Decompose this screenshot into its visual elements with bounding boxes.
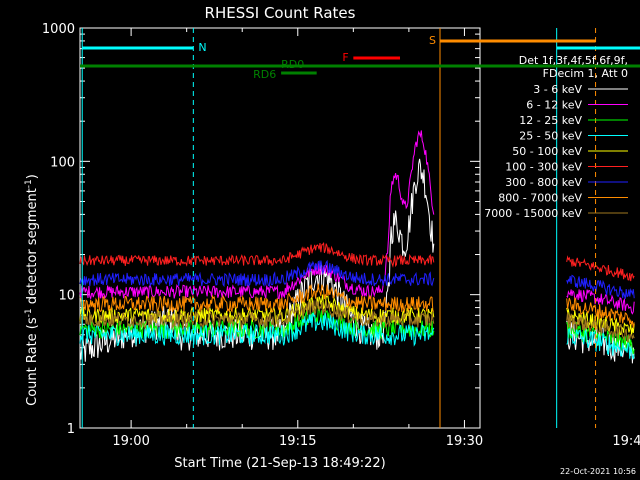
series-line bbox=[79, 130, 635, 315]
plot-frame bbox=[79, 27, 481, 429]
legend-entry-label: 300 - 800 keV bbox=[505, 176, 582, 189]
generation-timestamp: 22-Oct-2021 10:56 bbox=[560, 467, 636, 476]
series-line bbox=[79, 299, 635, 343]
x-tick-label: 19:30 bbox=[446, 434, 483, 449]
flag-label: RD6 bbox=[253, 68, 276, 81]
legend-entry-label: 6 - 12 keV bbox=[526, 99, 582, 112]
legend-entry-label: 3 - 6 keV bbox=[533, 83, 582, 96]
series-line bbox=[79, 312, 635, 360]
y-tick-label: 100 bbox=[50, 155, 75, 170]
legend-entry-label: 100 - 300 keV bbox=[505, 161, 582, 174]
series-line bbox=[79, 259, 635, 299]
chart-title: RHESSI Count Rates bbox=[205, 4, 356, 22]
y-axis-label: Count Rate (s-1 detector segment-1) bbox=[24, 174, 40, 406]
legend-entry-label: 50 - 100 keV bbox=[512, 145, 582, 158]
x-tick-label: 19:00 bbox=[112, 434, 149, 449]
series-line bbox=[79, 283, 635, 328]
legend-entry-label: 7000 - 15000 keV bbox=[484, 207, 582, 220]
series-line bbox=[79, 242, 635, 282]
legend-header: Det 1f,3f,4f,5f,6f,9f, bbox=[519, 54, 628, 67]
legend-entry-label: 800 - 7000 keV bbox=[498, 192, 582, 205]
legend-entry-label: 25 - 50 keV bbox=[519, 130, 582, 143]
flag-label: F bbox=[342, 51, 348, 64]
y-tick-label: 1 bbox=[67, 422, 75, 437]
flag-label: N bbox=[198, 41, 206, 54]
y-tick-label: 1000 bbox=[42, 22, 75, 37]
legend-header: FDecim 1, Att 0 bbox=[543, 67, 628, 80]
series-line bbox=[79, 294, 635, 336]
legend-entry-label: 12 - 25 keV bbox=[519, 114, 582, 127]
x-tick-label: 19:45 bbox=[612, 434, 640, 449]
flag-label: RD0 bbox=[281, 58, 304, 71]
x-tick-label: 19:15 bbox=[279, 434, 316, 449]
plot-area: 19:0019:1519:3019:4520:0020:151000100101… bbox=[42, 22, 640, 449]
legend: Det 1f,3f,4f,5f,6f,9f,FDecim 1, Att 0 3 -… bbox=[484, 54, 628, 220]
flag-label: S bbox=[429, 34, 436, 47]
y-tick-label: 10 bbox=[58, 289, 75, 304]
x-axis-label: Start Time (21-Sep-13 18:49:22) bbox=[174, 456, 385, 471]
